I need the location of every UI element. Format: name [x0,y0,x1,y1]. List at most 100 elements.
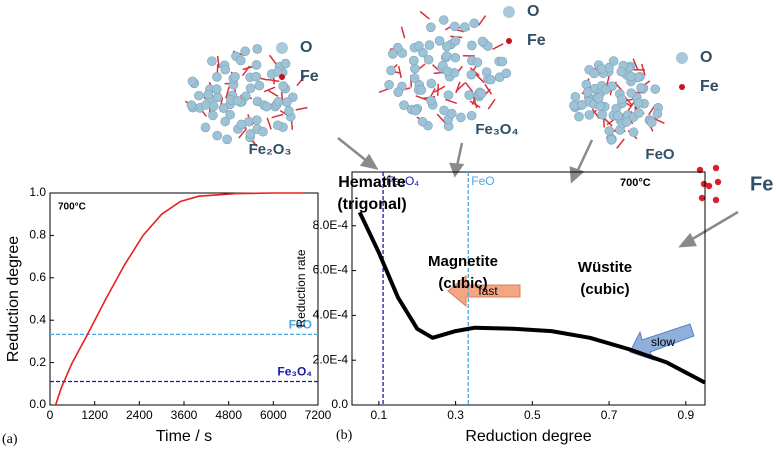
o-atom [598,110,607,119]
o-atom [213,131,222,140]
o-atom [577,100,586,109]
arrow-head [681,235,695,246]
arrow [577,140,592,172]
o-atom [281,59,290,68]
crystal-illustrations [185,11,721,203]
o-atom [617,67,626,76]
panel-label: (b) [336,428,353,443]
arrow [689,212,738,241]
x-tick-label: 0.9 [677,408,694,422]
o-atom [605,126,614,135]
o-atom [634,99,643,108]
o-atom [274,97,283,106]
bond [270,55,277,65]
o-atom [435,36,444,45]
iron-label: Fe [750,173,773,195]
structure-label: FeO [645,146,675,163]
o-atom [443,67,452,76]
bond [488,99,495,109]
o-atom [597,64,606,73]
o-atom [388,49,397,58]
o-atom [470,19,479,28]
x-tick-label: 6000 [260,408,287,422]
o-atom [629,128,638,137]
y-tick-label: 8.0E-4 [313,218,349,232]
legend-fe [506,38,512,44]
o-atom [246,84,255,93]
o-atom [223,135,232,144]
legend-fe [679,84,685,90]
o-atom [221,65,230,74]
o-atom [467,111,476,120]
o-atom [627,88,636,97]
fe-atom [706,183,712,189]
o-atom [414,41,423,50]
x-tick-label: 0.5 [524,408,541,422]
y-tick-label: 0.6 [29,270,46,284]
o-atom [424,55,433,64]
o-atom [187,101,196,110]
y-axis-label: Reduction degree [5,236,22,362]
x-tick-label: 1200 [81,408,108,422]
bond [493,44,504,49]
o-atom [442,42,451,51]
bond [479,16,486,26]
o-atom [273,121,282,130]
o-atom [647,118,656,127]
annotation: 700°C [620,177,651,189]
o-atom [617,95,626,104]
structure-label: Fe₂O₃ [249,141,292,158]
o-atom [201,101,210,110]
o-atom [400,101,409,110]
o-atom [596,102,605,111]
x-tick-label: 7200 [305,408,332,422]
o-atom [418,117,427,126]
bond [268,90,278,96]
legend-label: O [700,49,712,66]
o-atom [188,77,197,86]
x-tick-label: 0.7 [601,408,618,422]
o-atom [252,72,261,81]
o-atom [387,66,396,75]
o-atom [212,72,221,81]
o-atom [477,89,486,98]
o-atom [284,106,293,115]
reference-label: FeO [471,174,494,188]
bond [267,118,271,129]
o-atom [614,111,623,120]
o-atom [410,64,419,73]
o-atom [417,86,426,95]
legend-label: Fe [527,32,546,49]
o-atom [502,69,511,78]
o-atom [255,81,264,90]
o-atom [427,79,436,88]
reference-label: Fe₃O₄ [277,365,312,379]
o-atom [478,37,487,46]
legend-label: Fe [300,68,319,85]
legend-label: Fe [700,78,719,95]
arrow [338,138,368,162]
o-atom [204,90,213,99]
o-atom [465,91,474,100]
x-axis-label: Reduction degree [465,428,591,445]
bond [434,86,445,92]
y-tick-label: 1.0 [29,185,46,199]
o-atom [394,88,403,97]
o-atom [439,16,448,25]
data-line [56,193,304,405]
x-tick-label: 0 [47,408,54,422]
legend-label: O [300,39,312,56]
o-atom [451,53,460,62]
o-atom [574,112,583,121]
o-atom [498,57,507,66]
o-atom [241,47,250,56]
o-atom [486,75,495,84]
annotation: fast [478,284,498,298]
hematite-label: Hematite [338,174,406,191]
o-atom [460,23,469,32]
x-tick-label: 0.1 [371,408,388,422]
o-atom [279,82,288,91]
legend-fe [279,74,285,80]
o-atom [634,108,643,117]
